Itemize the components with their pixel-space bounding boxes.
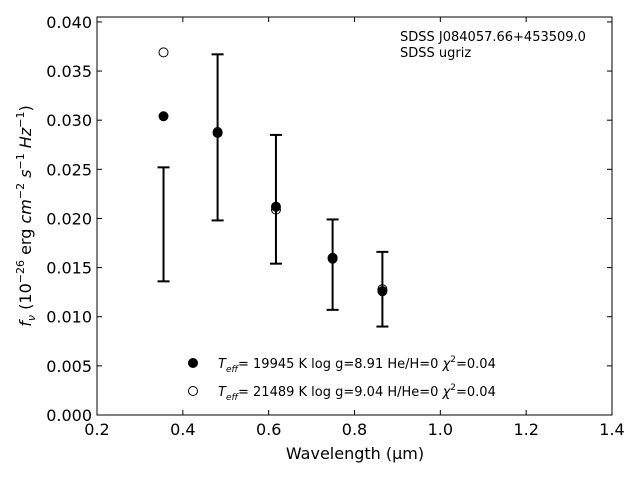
x-axis-label: Wavelength (μm) bbox=[286, 444, 424, 463]
legend-marker-filled bbox=[188, 358, 198, 368]
y-axis-label: fν (10−26 erg cm−2 s−1 Hz−1) bbox=[14, 105, 38, 326]
x-tick-label: 1.4 bbox=[599, 420, 624, 439]
y-tick-label: 0.035 bbox=[46, 62, 92, 81]
data-points bbox=[158, 47, 388, 297]
legend-label-open: Teff= 21489 K log g=9.04 H/He=0 χ2=0.04 bbox=[218, 383, 496, 403]
model-point-open bbox=[212, 126, 223, 137]
y-tick-label: 0.040 bbox=[46, 13, 92, 32]
x-tick-label: 0.2 bbox=[84, 420, 109, 439]
y-tick-label: 0.015 bbox=[46, 259, 92, 278]
y-tick-label: 0.005 bbox=[46, 357, 92, 376]
y-tick-label: 0.020 bbox=[46, 209, 92, 228]
model-point-filled bbox=[270, 201, 281, 212]
model-point-open bbox=[327, 252, 338, 263]
model-point-open bbox=[158, 47, 169, 58]
legend-marker-open bbox=[188, 386, 198, 396]
y-tick-label: 0.000 bbox=[46, 406, 92, 425]
y-tick-label: 0.025 bbox=[46, 160, 92, 179]
annotation-object-name: SDSS J084057.66+453509.0 bbox=[400, 30, 586, 45]
plot-frame bbox=[96, 16, 613, 416]
model-point-open bbox=[270, 204, 281, 215]
legend-label-filled: Teff= 19945 K log g=8.91 He/H=0 χ2=0.04 bbox=[218, 355, 496, 375]
x-tick-label: 1.0 bbox=[428, 420, 453, 439]
x-tick-label: 0.4 bbox=[170, 420, 195, 439]
x-tick-label: 1.2 bbox=[513, 420, 538, 439]
legend: Teff= 19945 K log g=8.91 He/H=0 χ2=0.04 … bbox=[188, 355, 496, 403]
model-point-filled bbox=[158, 111, 169, 122]
x-tick-label: 0.8 bbox=[342, 420, 367, 439]
axis-ticks: 0.2 0.4 0.6 0.8 1.0 1.2 1.4 0.000 0.005 0.010 0.01… bbox=[46, 13, 625, 439]
model-point-open bbox=[377, 284, 388, 295]
annotation-survey: SDSS ugriz bbox=[400, 46, 471, 61]
y-tick-label: 0.010 bbox=[46, 308, 92, 327]
x-tick-label: 0.6 bbox=[256, 420, 281, 439]
y-tick-label: 0.030 bbox=[46, 111, 92, 130]
